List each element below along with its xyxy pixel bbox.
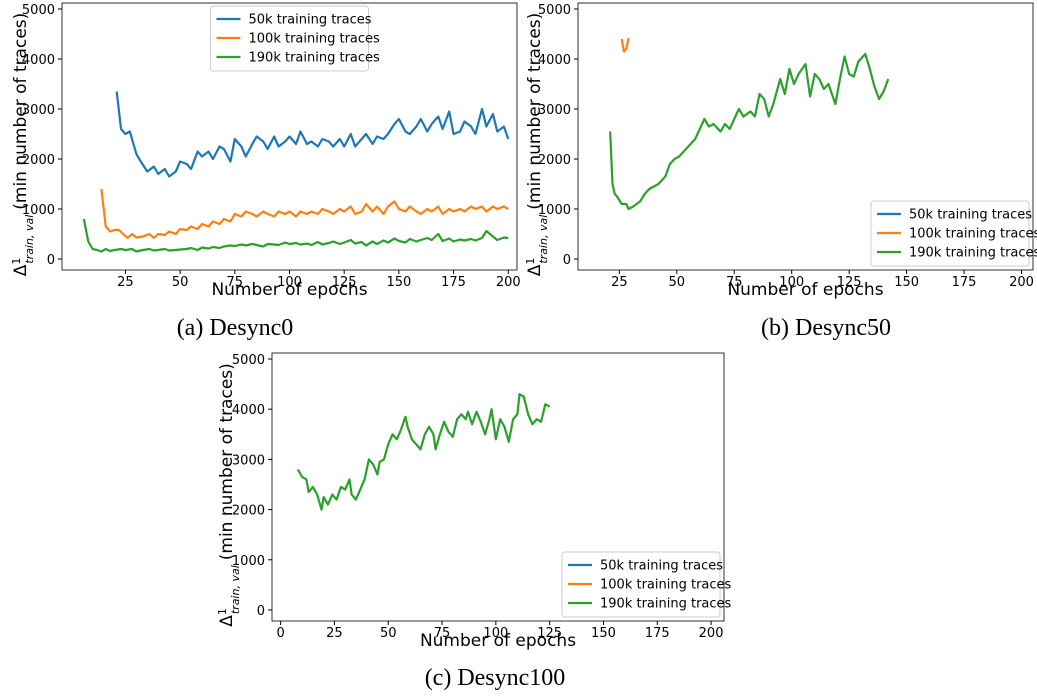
subplot: 0 25 50 75 100 125 150 175 200010002000300040005… [216, 352, 732, 691]
y-tick-label: 3000 [538, 103, 571, 118]
caption: (b) Desync50 [761, 315, 891, 341]
y-tick-label: 2000 [22, 153, 55, 168]
caption: (a) Desync0 [177, 315, 294, 341]
legend-label: 190k training traces [909, 246, 1037, 261]
legend-box [561, 551, 721, 618]
y-label-text: (min number of traces) [217, 363, 237, 560]
y-tick-label: 5000 [22, 3, 55, 18]
x-tick-label: 100 [779, 275, 804, 290]
x-tick-label: 125 [537, 626, 562, 641]
y-label-sub: train, val [23, 215, 36, 264]
y-axis-label: Δ1train, val (min number of traces) [10, 13, 36, 277]
y-label-symbol: Δ [217, 615, 237, 627]
x-tick-label: 100 [483, 626, 508, 641]
subplot: 25 50 75 100 125 150 175 2000100020003000400050… [524, 2, 1037, 341]
x-tick-label: 100 [277, 275, 302, 290]
y-label-sup: 1 [216, 608, 229, 615]
y-tick-label: 4000 [232, 403, 265, 418]
x-axis-label: Number of epochs [727, 280, 883, 300]
x-tick-label: 175 [645, 626, 670, 641]
y-tick-label: 2000 [538, 153, 571, 168]
y-tick-label: 5000 [538, 3, 571, 18]
y-tick-label: 0 [47, 253, 55, 268]
x-tick-label: 25 [611, 275, 628, 290]
y-axis-label: Δ1train, val (min number of traces) [524, 13, 550, 277]
y-label-text: (min number of traces) [525, 13, 545, 210]
legend-label: 100k training traces [909, 227, 1037, 242]
x-tick-label: 200 [1009, 275, 1034, 290]
y-label-symbol: Δ [525, 264, 545, 276]
data-line [82, 218, 509, 253]
legend: 50k training traces 100k training traces 1… [870, 200, 1037, 267]
legend-box [870, 200, 1030, 267]
legend-label: 190k training traces [249, 51, 381, 66]
x-tick-label: 75 [726, 275, 743, 290]
data-line [296, 393, 551, 511]
legend: 50k training traces 100k training traces 1… [561, 551, 732, 618]
y-label-sub: train, val [229, 565, 242, 614]
y-tick-label: 5000 [232, 353, 265, 368]
y-tick-label: 2000 [232, 504, 265, 519]
axes-frame [577, 2, 1034, 271]
x-tick-label: 75 [434, 626, 451, 641]
axes-frame [61, 2, 518, 271]
x-axis-label: Number of epochs [211, 280, 367, 300]
y-tick-label: 1000 [538, 203, 571, 218]
x-tick-label: 150 [894, 275, 919, 290]
legend-box [210, 5, 369, 72]
y-label-sub: train, val [537, 215, 550, 264]
legend-label: 190k training traces [600, 597, 732, 612]
x-tick-label: 125 [837, 275, 862, 290]
x-tick-label: 25 [326, 626, 343, 641]
data-line [100, 188, 509, 240]
x-tick-label: 150 [386, 275, 411, 290]
x-tick-label: 50 [380, 626, 397, 641]
y-tick-label: 0 [563, 253, 571, 268]
y-tick-label: 1000 [232, 554, 265, 569]
x-tick-label: 200 [496, 275, 521, 290]
subplot: 25 50 75 100 125 150 175 2000100020003000400050… [10, 2, 521, 341]
x-tick-label: 175 [441, 275, 466, 290]
x-tick-label: 175 [952, 275, 977, 290]
y-tick-label: 4000 [538, 53, 571, 68]
data-line [609, 52, 890, 211]
legend-label: 50k training traces [909, 208, 1032, 223]
legend-label: 50k training traces [600, 559, 723, 574]
legend-label: 100k training traces [600, 578, 732, 593]
caption: (c) Desync100 [425, 665, 566, 691]
x-tick-label: 200 [699, 626, 724, 641]
y-label-sup: 1 [524, 258, 537, 265]
data-line [115, 91, 510, 178]
y-tick-label: 4000 [22, 53, 55, 68]
axes-frame [271, 352, 725, 622]
x-axis-label: Number of epochs [420, 631, 576, 651]
legend-label: 100k training traces [249, 32, 381, 47]
x-tick-label: 0 [276, 626, 284, 641]
y-axis-label: Δ1train, val (min number of traces) [216, 363, 242, 627]
x-tick-label: 25 [117, 275, 134, 290]
y-tick-label: 0 [257, 604, 265, 619]
y-label-symbol: Δ [11, 264, 31, 276]
legend-label: 50k training traces [249, 13, 372, 28]
data-line [620, 37, 630, 53]
y-tick-label: 1000 [22, 203, 55, 218]
x-tick-label: 75 [227, 275, 244, 290]
y-tick-label: 3000 [22, 103, 55, 118]
x-tick-label: 50 [669, 275, 686, 290]
y-label-text: (min number of traces) [11, 13, 31, 210]
y-tick-label: 3000 [232, 453, 265, 468]
x-tick-label: 150 [591, 626, 616, 641]
x-tick-label: 125 [332, 275, 357, 290]
y-label-sup: 1 [10, 258, 23, 265]
x-tick-label: 50 [172, 275, 189, 290]
legend: 50k training traces 100k training traces 1… [210, 5, 381, 72]
